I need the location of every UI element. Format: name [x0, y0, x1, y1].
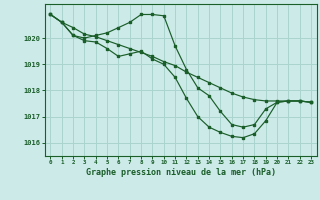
X-axis label: Graphe pression niveau de la mer (hPa): Graphe pression niveau de la mer (hPa): [86, 168, 276, 177]
